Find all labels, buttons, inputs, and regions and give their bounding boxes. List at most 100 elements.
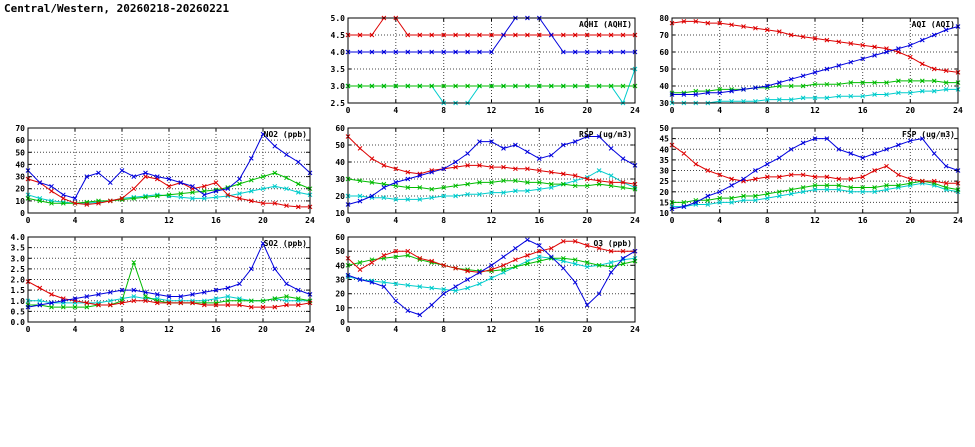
svg-text:16: 16 bbox=[211, 325, 221, 334]
svg-text:4: 4 bbox=[73, 325, 78, 334]
svg-text:4: 4 bbox=[73, 216, 78, 225]
svg-text:8: 8 bbox=[441, 216, 446, 225]
svg-text:3.0: 3.0 bbox=[11, 254, 26, 263]
svg-text:AQI (AQI): AQI (AQI) bbox=[912, 20, 955, 29]
svg-text:4.5: 4.5 bbox=[331, 31, 346, 40]
svg-text:4: 4 bbox=[393, 216, 398, 225]
svg-text:24: 24 bbox=[953, 216, 963, 225]
svg-text:12: 12 bbox=[810, 106, 820, 115]
svg-text:20: 20 bbox=[258, 325, 268, 334]
svg-text:12: 12 bbox=[810, 216, 820, 225]
svg-text:1.0: 1.0 bbox=[11, 297, 26, 306]
svg-text:2.5: 2.5 bbox=[11, 265, 26, 274]
svg-text:3.5: 3.5 bbox=[11, 244, 26, 253]
page-title: Central/Western, 20260218-20260221 bbox=[4, 2, 230, 15]
svg-text:4: 4 bbox=[717, 106, 722, 115]
svg-text:45: 45 bbox=[659, 135, 669, 144]
svg-text:50: 50 bbox=[335, 141, 345, 150]
svg-text:RSP (ug/m3): RSP (ug/m3) bbox=[579, 130, 632, 139]
svg-text:8: 8 bbox=[120, 216, 125, 225]
svg-text:0: 0 bbox=[346, 325, 351, 334]
so2-chart-svg: 0.0 0.51.0 1.52.0 2.5 3.03.5 4.0 0 4 8 12 16 20 24 SO… bbox=[11, 233, 315, 334]
aqi-chart-svg: 30 40 50 60 70 80 0 4 8 12 16 20 24 AQI (AQI) bbox=[659, 14, 963, 115]
svg-text:FSP (ug/m3): FSP (ug/m3) bbox=[902, 130, 955, 139]
svg-text:16: 16 bbox=[534, 106, 544, 115]
svg-text:80: 80 bbox=[659, 14, 669, 23]
svg-text:20: 20 bbox=[15, 185, 25, 194]
svg-text:24: 24 bbox=[630, 106, 640, 115]
svg-text:0.5: 0.5 bbox=[11, 307, 26, 316]
svg-text:24: 24 bbox=[630, 216, 640, 225]
svg-text:8: 8 bbox=[120, 325, 125, 334]
svg-text:30: 30 bbox=[335, 175, 345, 184]
svg-text:0.0: 0.0 bbox=[11, 318, 26, 327]
svg-text:60: 60 bbox=[335, 124, 345, 133]
svg-text:40: 40 bbox=[15, 160, 25, 169]
o3-chart-svg: 0 10 20 30 40 50 60 0 4 8 12 16 20 24 O3 (ppb) bbox=[335, 233, 640, 334]
svg-text:0: 0 bbox=[26, 216, 31, 225]
svg-text:16: 16 bbox=[534, 325, 544, 334]
svg-text:12: 12 bbox=[487, 216, 497, 225]
svg-text:20: 20 bbox=[335, 290, 345, 299]
svg-text:70: 70 bbox=[15, 124, 25, 133]
svg-text:30: 30 bbox=[335, 276, 345, 285]
svg-text:3.0: 3.0 bbox=[331, 82, 346, 91]
svg-text:30: 30 bbox=[15, 173, 25, 182]
svg-text:20: 20 bbox=[659, 188, 669, 197]
svg-text:4: 4 bbox=[393, 106, 398, 115]
svg-text:50: 50 bbox=[659, 124, 669, 133]
svg-text:0: 0 bbox=[670, 216, 675, 225]
svg-text:16: 16 bbox=[211, 216, 221, 225]
svg-text:0: 0 bbox=[670, 106, 675, 115]
svg-text:60: 60 bbox=[15, 136, 25, 145]
svg-text:50: 50 bbox=[335, 247, 345, 256]
svg-text:8: 8 bbox=[765, 216, 770, 225]
svg-text:12: 12 bbox=[487, 106, 497, 115]
rsp-chart-svg: 10 20 30 40 50 60 0 4 8 12 16 20 24 RSP (ug/m3) bbox=[335, 124, 640, 225]
svg-text:16: 16 bbox=[858, 106, 868, 115]
svg-text:24: 24 bbox=[953, 106, 963, 115]
svg-text:10: 10 bbox=[659, 209, 669, 218]
chart-rsp: 10 20 30 40 50 60 0 4 8 12 16 20 24 RSP (ug/m3) bbox=[322, 122, 641, 228]
svg-text:8: 8 bbox=[441, 325, 446, 334]
svg-text:20: 20 bbox=[335, 192, 345, 201]
svg-text:20: 20 bbox=[905, 216, 915, 225]
svg-text:20: 20 bbox=[582, 216, 592, 225]
svg-text:16: 16 bbox=[534, 216, 544, 225]
svg-text:SO2 (ppb): SO2 (ppb) bbox=[264, 239, 307, 248]
aqhi-chart-svg: 2.5 3.0 3.5 4.0 4.5 5.0 0 4 8 12 16 20 24 AQHI (AQHI) bbox=[331, 14, 640, 115]
svg-text:0: 0 bbox=[20, 209, 25, 218]
svg-text:2.5: 2.5 bbox=[331, 99, 346, 108]
chart-aqhi: 2.5 3.0 3.5 4.0 4.5 5.0 0 4 8 12 16 20 24 AQHI (AQHI) bbox=[322, 12, 641, 118]
svg-text:40: 40 bbox=[335, 158, 345, 167]
svg-text:4: 4 bbox=[393, 325, 398, 334]
svg-text:12: 12 bbox=[487, 325, 497, 334]
svg-text:4.0: 4.0 bbox=[331, 48, 346, 57]
svg-text:40: 40 bbox=[659, 82, 669, 91]
svg-text:2.0: 2.0 bbox=[11, 276, 26, 285]
chart-so2: 0.0 0.5 1.0 1.5 2.0 2.5 3.0 3.5 4.0 0 4 8 12 16 20 24 SO… bbox=[2, 231, 316, 337]
svg-text:0: 0 bbox=[26, 325, 31, 334]
svg-text:NO2 (ppb): NO2 (ppb) bbox=[264, 130, 307, 139]
svg-text:50: 50 bbox=[659, 65, 669, 74]
svg-text:20: 20 bbox=[258, 216, 268, 225]
svg-text:60: 60 bbox=[335, 233, 345, 242]
svg-text:4.0: 4.0 bbox=[11, 233, 26, 242]
svg-text:8: 8 bbox=[765, 106, 770, 115]
svg-text:0: 0 bbox=[340, 318, 345, 327]
svg-text:70: 70 bbox=[659, 31, 669, 40]
svg-text:10: 10 bbox=[15, 197, 25, 206]
svg-text:8: 8 bbox=[441, 106, 446, 115]
svg-text:24: 24 bbox=[305, 216, 315, 225]
svg-text:1.5: 1.5 bbox=[11, 286, 26, 295]
chart-aqi: 30 40 50 60 70 80 0 4 8 12 16 20 24 AQI (AQI) bbox=[646, 12, 964, 118]
svg-text:15: 15 bbox=[659, 198, 669, 207]
svg-text:3.5: 3.5 bbox=[331, 65, 346, 74]
svg-text:16: 16 bbox=[858, 216, 868, 225]
chart-fsp: 10 15 20 25 30 35 40 45 50 0 4 8 12 16 20 24 FSP (ug/m3) bbox=[646, 122, 964, 228]
svg-text:40: 40 bbox=[335, 261, 345, 270]
svg-text:30: 30 bbox=[659, 167, 669, 176]
svg-text:0: 0 bbox=[346, 216, 351, 225]
svg-text:O3 (ppb): O3 (ppb) bbox=[593, 239, 632, 248]
